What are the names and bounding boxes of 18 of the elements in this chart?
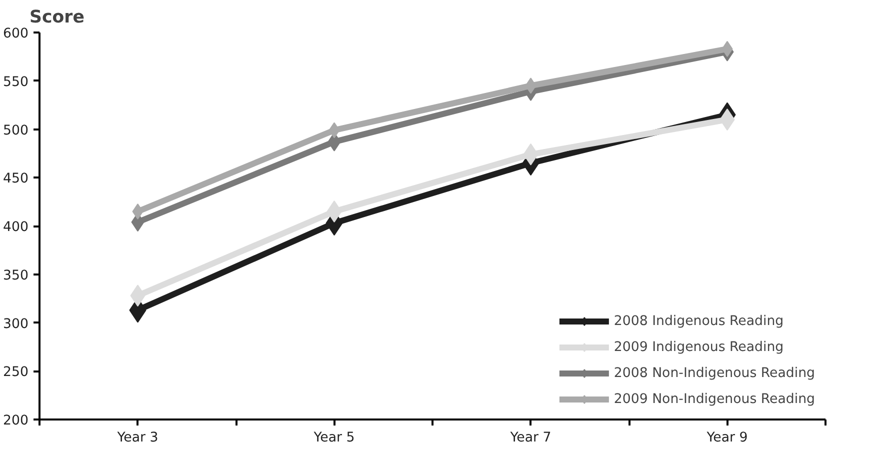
legend-label: 2009 Non-Indigenous Reading bbox=[614, 392, 815, 406]
legend-label: 2009 Indigenous Reading bbox=[614, 340, 784, 354]
legend-label: 2008 Indigenous Reading bbox=[614, 314, 784, 328]
y-tick-label: 500 bbox=[3, 123, 29, 138]
y-tick-label: 450 bbox=[3, 172, 29, 187]
y-tick-label: 300 bbox=[3, 316, 29, 332]
x-tick-label: Year 3 bbox=[116, 430, 158, 446]
y-tick-label: 250 bbox=[3, 365, 29, 380]
y-tick-label: 550 bbox=[3, 74, 29, 90]
y-tick-label: 350 bbox=[3, 268, 29, 284]
x-tick-label: Year 9 bbox=[706, 430, 748, 446]
y-axis-title: Score bbox=[30, 8, 84, 28]
y-tick-label: 600 bbox=[3, 26, 29, 42]
x-tick-label: Year 7 bbox=[509, 430, 552, 446]
y-tick-label: 200 bbox=[3, 414, 29, 428]
x-tick-label: Year 5 bbox=[312, 430, 355, 446]
y-tick-label: 400 bbox=[3, 220, 29, 235]
legend-label: 2008 Non-Indigenous Reading bbox=[614, 366, 815, 380]
